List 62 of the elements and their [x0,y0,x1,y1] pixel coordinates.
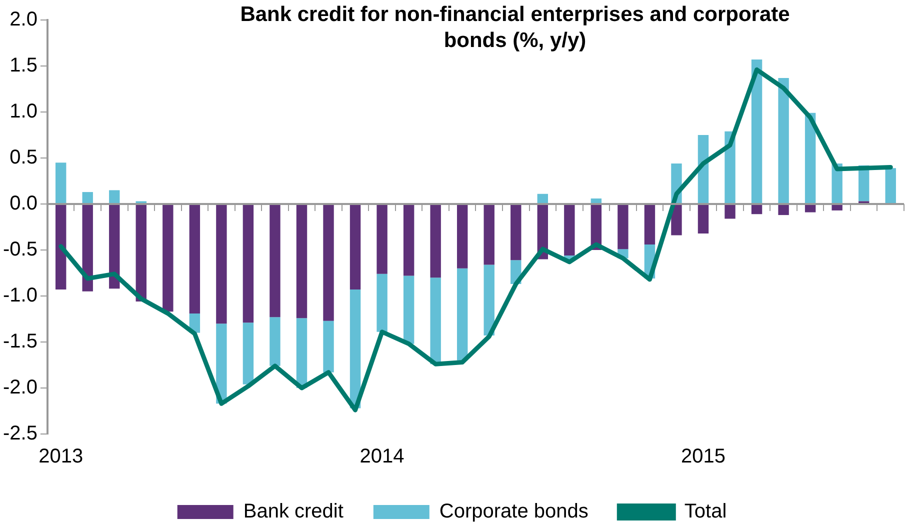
bar [537,194,548,204]
x-tick-label: 2014 [360,446,404,468]
bar [484,264,494,336]
bar [456,204,468,268]
y-tick-label: -0.5 [2,238,38,261]
y-tick-label: 0.0 [10,192,38,215]
bar [189,204,200,314]
legend-label: Bank credit [243,500,344,523]
bar [804,112,816,204]
bar [242,204,254,323]
bar [804,204,816,212]
bar [270,204,280,318]
bar [456,268,468,360]
y-tick-label: -1.5 [2,330,38,353]
bar [55,162,66,204]
bar [270,317,280,366]
x-tick-label: 2013 [38,446,84,468]
legend-label: Corporate bonds [439,500,588,523]
bar [376,274,388,332]
bar [82,204,93,292]
bar [296,204,308,318]
bar [778,78,789,204]
y-tick-label: 1.5 [10,54,38,77]
chart-title: Bank credit for non-financial enterprises and corporate bonds (%, y/y) [240,2,790,54]
bar [296,318,308,388]
bar [55,204,66,290]
bar [430,278,441,364]
bar [323,204,334,321]
y-tick-label: 0.5 [10,146,38,169]
bar [350,204,361,290]
bar [242,322,254,384]
bar [376,204,388,274]
bar [724,204,736,219]
bar [216,204,227,324]
bar [136,204,146,302]
bar [323,320,334,372]
bar [778,204,789,216]
y-tick-label: 2.0 [10,8,38,31]
bar [484,204,494,265]
bar [698,204,709,234]
bar [430,204,441,278]
bar [751,204,762,214]
y-tick-label: -2.0 [2,376,38,399]
legend-label: Total [684,500,727,523]
y-tick-label: -1.0 [2,284,38,307]
bar [564,204,575,256]
bar [832,204,842,210]
bar [885,168,896,204]
bar [618,204,628,250]
bar [109,204,120,289]
y-tick-label: -2.5 [2,422,38,445]
bar [644,204,656,244]
bar [109,190,120,204]
bar [162,204,174,312]
bar [403,276,414,344]
bar [751,60,762,204]
bar [350,290,361,408]
y-tick-label: 1.0 [10,100,38,123]
x-tick-label: 2015 [681,446,726,468]
bar [82,192,93,204]
bar [403,204,414,276]
bar [510,204,522,260]
